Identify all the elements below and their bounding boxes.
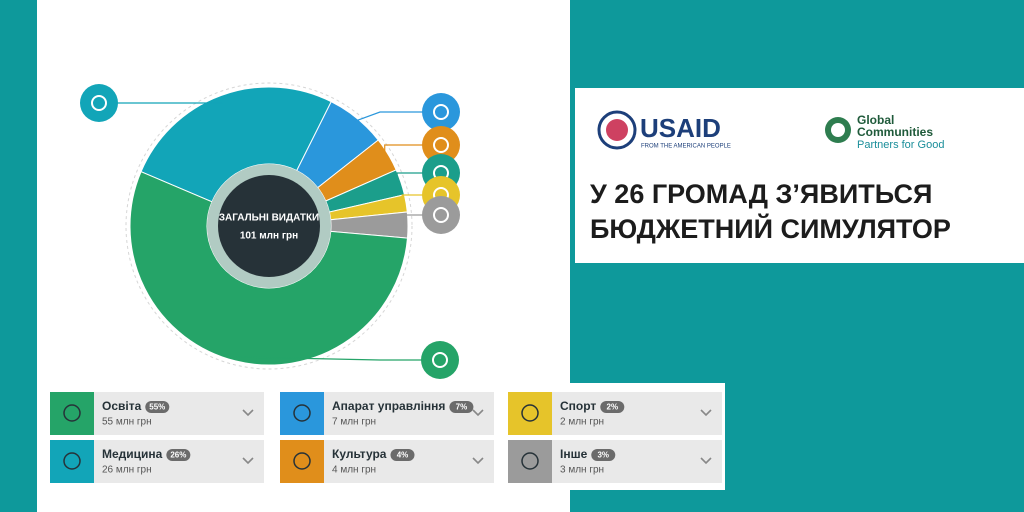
legend-icon — [293, 452, 311, 470]
leader-line — [354, 111, 441, 122]
legend-name: Медицина — [102, 447, 163, 461]
pie-slice — [140, 86, 332, 203]
amount-label: 7 млн грн — [332, 417, 376, 428]
center-value: 101 млн грн — [240, 231, 298, 242]
legend-icon — [521, 404, 539, 422]
amount-label: 26 млн грн — [102, 465, 152, 476]
headline: БЮДЖЕТНИЙ СИМУЛЯТОР — [590, 213, 951, 244]
amount-label: 3 млн грн — [560, 465, 604, 476]
percent-badge — [449, 401, 474, 413]
slice-icon — [422, 126, 460, 164]
legend-name: Апарат управління — [332, 399, 445, 413]
expand-chevron[interactable] — [700, 409, 712, 417]
percent-label: 3% — [597, 451, 609, 460]
slice-icon-glyph — [91, 95, 107, 111]
slice-icon — [80, 84, 118, 122]
expand-chevron[interactable] — [472, 457, 484, 465]
legend-name: Освіта — [102, 399, 142, 413]
percent-badge — [591, 449, 616, 461]
percent-badge — [166, 449, 191, 461]
percent-label: 2% — [607, 403, 619, 412]
legend-name: Спорт — [560, 399, 596, 413]
percent-badge — [390, 449, 415, 461]
percent-badge — [145, 401, 170, 413]
pie-outline — [125, 82, 413, 370]
leader-line — [99, 99, 223, 104]
amount-label: 55 млн грн — [102, 417, 152, 428]
expand-chevron[interactable] — [700, 457, 712, 465]
slice-icon — [421, 341, 459, 379]
slice-icon-glyph — [433, 137, 449, 153]
slice-icon-glyph — [433, 207, 449, 223]
gc-name: Communities — [857, 125, 933, 139]
usaid-seal-inner — [606, 119, 628, 141]
gc-emblem-inner — [831, 123, 845, 137]
percent-badge — [600, 401, 625, 413]
legend-swatch — [508, 440, 552, 483]
legend-icon — [63, 452, 81, 470]
gc-name: Global — [857, 113, 894, 127]
amount-label: 2 млн грн — [560, 417, 604, 428]
legend-swatch — [50, 440, 94, 483]
percent-label: 4% — [397, 451, 409, 460]
percent-label: 55% — [149, 403, 165, 412]
legend-icon — [521, 452, 539, 470]
headline-panel — [575, 88, 1024, 263]
slice-icon — [422, 93, 460, 131]
legend-swatch — [50, 392, 94, 435]
slice-icon-glyph — [433, 104, 449, 120]
leader-line — [236, 356, 440, 361]
amount-label: 4 млн грн — [332, 465, 376, 476]
legend-icon — [63, 404, 81, 422]
headline: У 26 ГРОМАД З’ЯВИТЬСЯ — [590, 179, 932, 209]
slice-icon — [422, 196, 460, 234]
gc-tagline: Partners for Good — [857, 139, 944, 151]
usaid-logo: USAID — [640, 113, 721, 143]
usaid-tagline: FROM THE AMERICAN PEOPLE — [641, 144, 731, 150]
percent-label: 26% — [170, 451, 186, 460]
legend-icon — [293, 404, 311, 422]
center-disc — [218, 175, 320, 277]
expand-chevron[interactable] — [242, 457, 254, 465]
legend-swatch — [508, 392, 552, 435]
percent-label: 7% — [456, 403, 468, 412]
pie-slice — [129, 171, 409, 366]
legend-swatch — [280, 392, 324, 435]
slice-icon-glyph — [432, 352, 448, 368]
legend-name: Культура — [332, 447, 387, 461]
expand-chevron[interactable] — [242, 409, 254, 417]
expand-chevron[interactable] — [472, 409, 484, 417]
center-title: ЗАГАЛЬНІ ВИДАТКИ — [219, 213, 320, 224]
legend-name: Інше — [560, 447, 588, 461]
legend-swatch — [280, 440, 324, 483]
